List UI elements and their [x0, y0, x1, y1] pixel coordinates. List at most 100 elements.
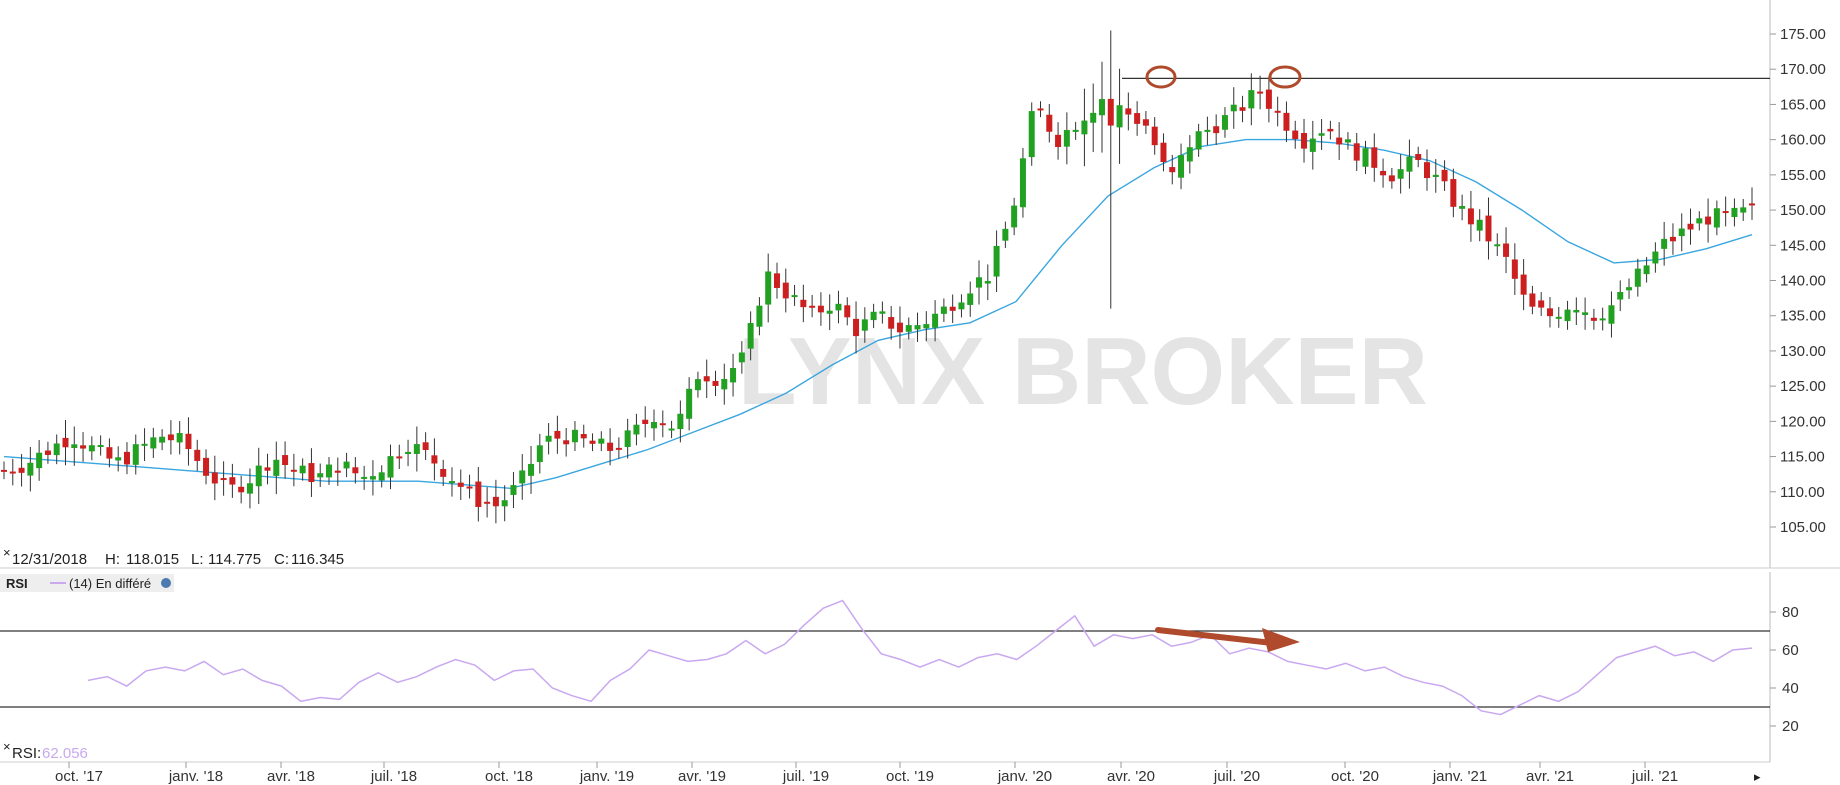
candle-body: [159, 436, 166, 443]
candle-body: [984, 280, 991, 284]
x-tick-label: juil. '20: [1213, 768, 1260, 785]
candle-body: [1362, 148, 1369, 167]
candle-body: [1687, 223, 1694, 230]
candle-body: [747, 323, 754, 349]
info-close-icon[interactable]: ×: [3, 545, 11, 560]
candle-body: [967, 293, 974, 305]
price-y-tick-label: 115.00: [1780, 449, 1825, 466]
candle-body: [791, 295, 798, 298]
candle-body: [97, 445, 104, 448]
info-close-value: 116.345: [291, 551, 344, 568]
candle-body: [703, 376, 710, 382]
candle-body: [44, 450, 51, 455]
price-y-tick-label: 155.00: [1780, 167, 1826, 184]
candle-body: [132, 444, 139, 465]
candle-body: [1169, 167, 1176, 173]
candle-body: [624, 430, 631, 448]
candle-body: [545, 435, 552, 442]
candle-body: [1731, 207, 1738, 217]
candle-body: [598, 438, 605, 444]
candle-body: [1406, 156, 1413, 172]
candle-body: [290, 469, 297, 472]
divergence-arrow: [1155, 627, 1275, 646]
candle-body: [1520, 274, 1527, 295]
candle-body: [730, 367, 737, 383]
x-tick-label: janv. '19: [579, 768, 634, 785]
candle-body: [1467, 208, 1474, 225]
info-close-label: C:: [274, 551, 289, 568]
candle-body: [123, 451, 130, 465]
candle-body: [1476, 219, 1483, 231]
candle-body: [273, 459, 280, 476]
candle-body: [1098, 99, 1105, 116]
candle-body: [633, 424, 640, 435]
candle-body: [712, 380, 719, 386]
candle-body: [1661, 238, 1668, 249]
candle-body: [229, 477, 236, 485]
candle-body: [317, 473, 324, 478]
candle-body: [1318, 133, 1325, 136]
candle-body: [36, 452, 43, 469]
candle-body: [1511, 259, 1518, 279]
price-y-tick-label: 125.00: [1780, 378, 1826, 395]
candle-body: [1423, 162, 1430, 179]
candle-body: [1705, 216, 1712, 225]
candle-body: [1037, 108, 1044, 111]
candle-body: [694, 379, 701, 391]
candle-body: [536, 445, 543, 463]
candle-body: [220, 478, 227, 481]
candle-body: [949, 306, 956, 311]
candle-body: [27, 462, 34, 476]
candle-body: [1063, 130, 1070, 147]
candle-body: [1292, 130, 1299, 140]
candle-body: [905, 325, 912, 332]
candle-body: [264, 467, 271, 471]
moving-average: [3, 138, 1753, 490]
price-y-tick-label: 170.00: [1780, 61, 1826, 78]
candle-body: [677, 413, 684, 430]
candle-body: [642, 419, 649, 425]
scroll-right-icon[interactable]: ▸: [1754, 769, 1761, 784]
candle-body: [203, 457, 210, 476]
candle-body: [1327, 128, 1334, 132]
info-low-value: 114.775: [208, 551, 261, 568]
candle-body: [1626, 287, 1633, 291]
candle-body: [1546, 308, 1553, 317]
candle-body: [1055, 134, 1062, 148]
x-tick-label: janv. '18: [168, 768, 223, 785]
candle-body: [1151, 126, 1158, 146]
candle-body: [501, 500, 508, 507]
candle-body: [1195, 131, 1202, 150]
x-tick-label: avr. '21: [1526, 768, 1574, 785]
candle-body: [1573, 309, 1580, 313]
candle-body: [1652, 251, 1659, 264]
rsi-y-tick-label: 80: [1782, 604, 1799, 621]
candle-body: [773, 273, 780, 288]
rsi-line: [87, 599, 1753, 716]
price-y-tick-label: 140.00: [1780, 273, 1826, 290]
top-circle-2: [1268, 65, 1302, 89]
x-axis: oct. '17 janv. '18 avr. '18 juil. '18 oct. '…: [55, 762, 1678, 785]
candle-body: [1582, 312, 1589, 315]
candle-body: [1265, 89, 1272, 109]
x-tick-label: juil. '21: [1631, 768, 1678, 785]
rsi-footer-label: RSI:: [12, 745, 41, 762]
candle-body: [457, 482, 464, 487]
candle-body: [1555, 316, 1562, 319]
info-low-label: L:: [191, 551, 204, 568]
candle-body: [607, 442, 614, 451]
x-tick-label: janv. '20: [997, 768, 1052, 785]
rsi-close-icon[interactable]: ×: [3, 739, 11, 754]
candle-body: [369, 476, 376, 480]
candle-body: [765, 271, 772, 305]
candle-body: [1283, 112, 1290, 131]
candle-body: [194, 449, 201, 461]
candle-body: [246, 483, 253, 494]
candle-body: [1529, 293, 1536, 307]
candle-body: [238, 486, 245, 493]
candle-body: [528, 463, 535, 476]
candle-body: [352, 467, 359, 474]
rsi-settings-icon[interactable]: [161, 578, 171, 588]
candle-body: [1178, 155, 1185, 178]
rsi-footer-value: 62.056: [42, 745, 88, 762]
